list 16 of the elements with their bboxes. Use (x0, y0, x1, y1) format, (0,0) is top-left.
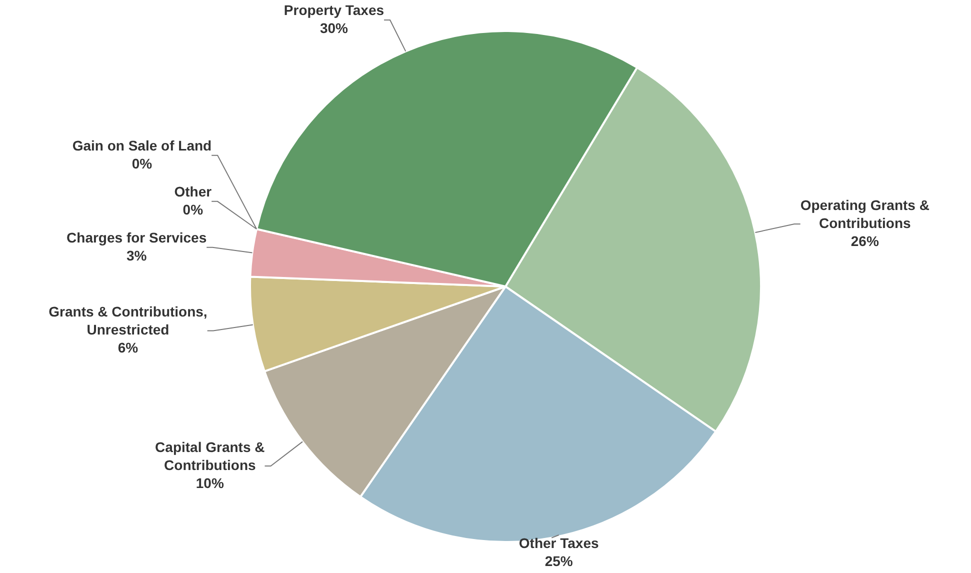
data-label: 30% (320, 20, 349, 36)
slice-label: Operating Grants & Contributions (800, 196, 930, 231)
data-label: 10% (196, 474, 224, 491)
slice-label: Charges for Services (66, 229, 207, 246)
category-label: Other (174, 183, 212, 200)
text: 0% (132, 155, 152, 172)
data-label: 3% (126, 247, 148, 264)
data-label: 6% (118, 340, 139, 356)
slice-label: Grants & Contributions, Unrestricted (48, 304, 208, 338)
data-label: 26% (850, 232, 880, 249)
slice-label: Capital Grants & Contributions (155, 438, 265, 473)
category-label: Gain on Sale of Land (72, 137, 212, 154)
slice-label: Property Taxes (284, 2, 384, 18)
text: 0% (182, 201, 204, 218)
data-label: 25% (544, 552, 574, 569)
slice-label: Other Taxes (518, 534, 599, 551)
